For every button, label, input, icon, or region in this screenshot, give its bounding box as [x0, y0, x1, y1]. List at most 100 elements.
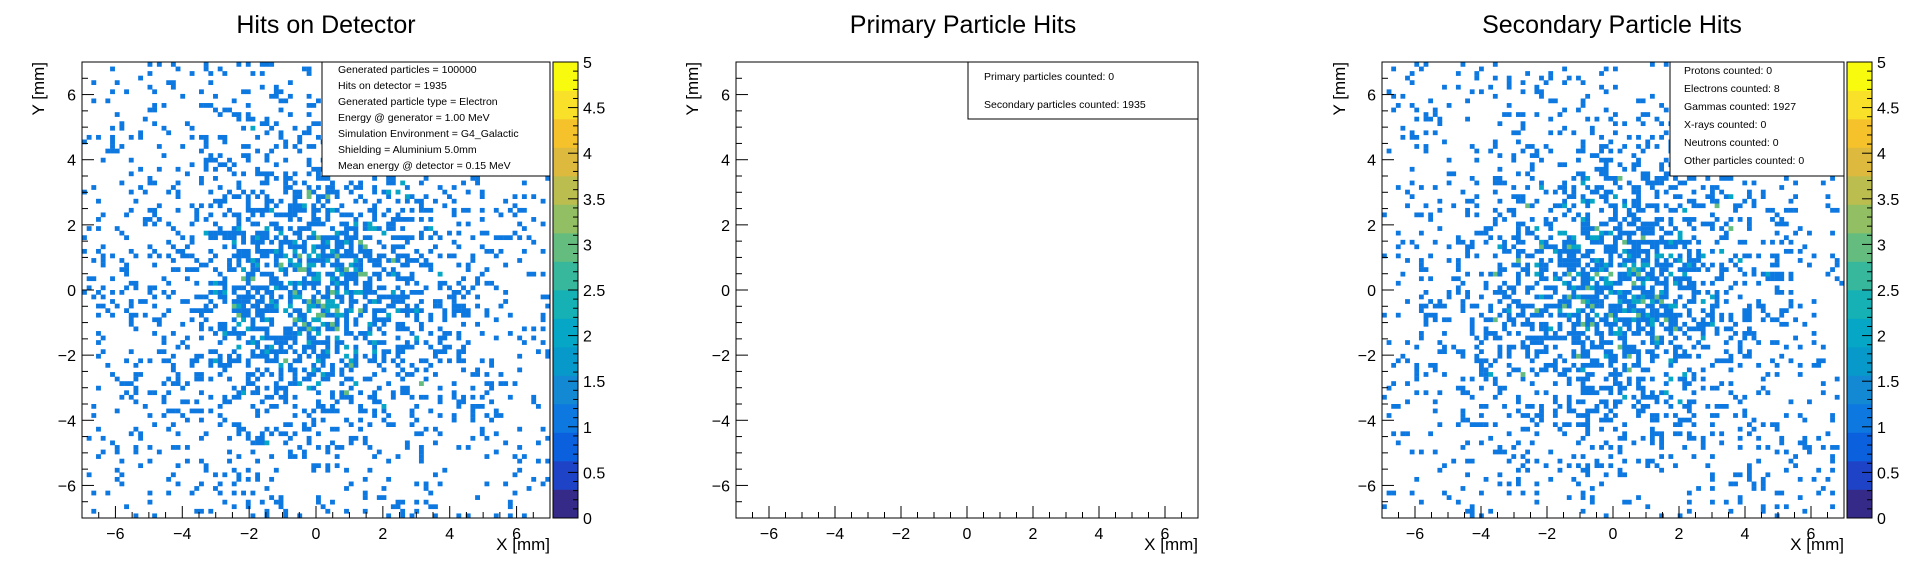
- heatmap-cell: [1497, 290, 1503, 295]
- heatmap-cell: [1631, 349, 1637, 355]
- heatmap-cell: [1585, 285, 1591, 291]
- heatmap-cell: [1770, 317, 1775, 323]
- heatmap-cell: [1760, 504, 1766, 510]
- heatmap-cell: [1515, 198, 1521, 204]
- x-tick-label: 4: [1741, 526, 1750, 543]
- heatmap-cell: [213, 221, 218, 227]
- heatmap-cell: [461, 276, 466, 282]
- heatmap-cell: [1437, 390, 1443, 396]
- heatmap-cell: [1580, 271, 1586, 277]
- heatmap-cell: [283, 139, 289, 145]
- heatmap-cell: [1585, 376, 1591, 382]
- heatmap-cell: [278, 230, 284, 236]
- heatmap-cell: [283, 157, 289, 163]
- heatmap-cell: [1414, 367, 1420, 373]
- heatmap-cell: [222, 321, 228, 327]
- heatmap-cell: [306, 353, 312, 359]
- heatmap-cell: [325, 449, 331, 455]
- heatmap-cell: [1737, 362, 1743, 368]
- heatmap-cell: [1571, 290, 1577, 295]
- heatmap-cell: [269, 454, 275, 459]
- heatmap-cell: [1719, 235, 1725, 241]
- heatmap-cell: [1645, 221, 1651, 227]
- heatmap-cell: [1617, 467, 1623, 473]
- heatmap-cell: [264, 271, 270, 277]
- heatmap-cell: [1580, 221, 1586, 227]
- heatmap-cell: [372, 185, 378, 190]
- heatmap-cell: [320, 408, 326, 414]
- heatmap-cell: [236, 221, 242, 227]
- heatmap-cell: [222, 134, 228, 140]
- heatmap-cell: [484, 308, 490, 313]
- heatmap-cell: [1645, 258, 1651, 263]
- heatmap-cell: [273, 280, 279, 286]
- heatmap-cell: [264, 394, 270, 400]
- heatmap-cell: [1442, 84, 1447, 90]
- heatmap-cell: [222, 499, 228, 505]
- heatmap-cell: [442, 203, 448, 209]
- heatmap-cell: [1654, 189, 1660, 195]
- heatmap-cell: [367, 280, 373, 286]
- heatmap-cell: [1492, 139, 1498, 145]
- heatmap-cell: [1723, 499, 1729, 505]
- heatmap-cell: [414, 198, 420, 204]
- heatmap-cell: [1705, 194, 1711, 199]
- heatmap-cell: [170, 472, 176, 478]
- heatmap-cell: [306, 340, 312, 345]
- heatmap-cell: [128, 312, 134, 318]
- heatmap-cell: [1659, 217, 1665, 222]
- heatmap-cell: [311, 408, 317, 414]
- heatmap-cell: [1442, 344, 1447, 350]
- heatmap-cell: [545, 476, 551, 482]
- y-tick-label: −4: [1358, 413, 1376, 430]
- heatmap-cell: [301, 317, 307, 323]
- heatmap-cell: [1682, 445, 1688, 450]
- heatmap-cell: [362, 353, 368, 359]
- heatmap-cell: [236, 185, 242, 190]
- heatmap-cell: [255, 408, 261, 414]
- heatmap-cell: [1770, 262, 1775, 268]
- heatmap-cell: [414, 308, 420, 313]
- heatmap-cell: [1719, 440, 1725, 446]
- heatmap-cell: [1682, 217, 1688, 222]
- heatmap-cell: [283, 335, 289, 341]
- heatmap-cell: [1562, 107, 1567, 113]
- heatmap-cell: [287, 185, 293, 190]
- colorbar-swatch: [553, 90, 578, 120]
- heatmap-cell: [1585, 221, 1591, 227]
- stats-box: Generated particles = 100000 Hits on det…: [321, 61, 551, 177]
- heatmap-cell: [320, 221, 326, 227]
- heatmap-cell: [306, 331, 312, 336]
- heatmap-cell: [1733, 331, 1738, 336]
- heatmap-cell: [484, 248, 490, 254]
- heatmap-cell: [344, 221, 349, 227]
- heatmap-cell: [1733, 394, 1738, 400]
- heatmap-cell: [1770, 271, 1775, 277]
- heatmap-cell: [124, 271, 129, 277]
- heatmap-cell: [269, 431, 275, 437]
- y-tick-label: 0: [1367, 283, 1376, 300]
- heatmap-cell: [386, 271, 392, 277]
- heatmap-cell: [105, 308, 111, 313]
- heatmap-cell: [292, 413, 298, 418]
- x-tick-label: −6: [106, 526, 124, 543]
- heatmap-cell: [287, 212, 293, 218]
- heatmap-cell: [418, 207, 424, 213]
- x-axis-ticks: −6 −4 −2 0 2 4 6: [81, 506, 551, 543]
- heatmap-cell: [1673, 312, 1678, 318]
- heatmap-cell: [1682, 353, 1688, 359]
- heatmap-cell: [1511, 321, 1517, 327]
- x-tick-label: −2: [240, 526, 258, 543]
- heatmap-cell: [1700, 280, 1706, 286]
- heatmap-cell: [1696, 239, 1701, 245]
- heatmap-cell: [1668, 394, 1674, 400]
- heatmap-cell: [362, 376, 368, 382]
- heatmap-cell: [86, 226, 92, 231]
- heatmap-cell: [283, 285, 289, 291]
- heatmap-cell: [1710, 248, 1715, 254]
- heatmap-cell: [1469, 422, 1475, 427]
- heatmap-cell: [367, 235, 373, 241]
- heatmap-cell: [175, 207, 181, 213]
- heatmap-cell: [1788, 207, 1794, 213]
- heatmap-cell: [311, 121, 317, 127]
